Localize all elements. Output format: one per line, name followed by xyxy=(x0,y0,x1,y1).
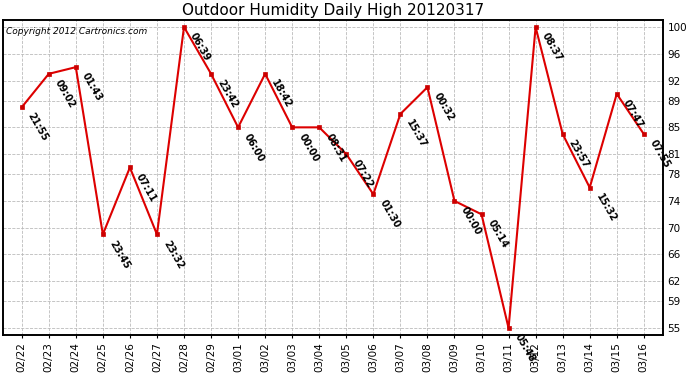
Text: 08:31: 08:31 xyxy=(324,132,348,164)
Text: 21:55: 21:55 xyxy=(26,111,50,143)
Text: 06:00: 06:00 xyxy=(242,132,266,164)
Title: Outdoor Humidity Daily High 20120317: Outdoor Humidity Daily High 20120317 xyxy=(181,3,484,18)
Text: 23:57: 23:57 xyxy=(566,138,591,170)
Text: 23:45: 23:45 xyxy=(107,238,131,270)
Text: 07:47: 07:47 xyxy=(621,98,645,130)
Text: 00:32: 00:32 xyxy=(431,92,456,123)
Text: 01:30: 01:30 xyxy=(377,198,402,230)
Text: 15:37: 15:37 xyxy=(404,118,428,150)
Text: Copyright 2012 Cartronics.com: Copyright 2012 Cartronics.com xyxy=(6,27,148,36)
Text: 05:48: 05:48 xyxy=(513,332,537,364)
Text: 07:22: 07:22 xyxy=(351,158,375,190)
Text: 05:14: 05:14 xyxy=(486,219,510,251)
Text: 00:00: 00:00 xyxy=(296,132,321,164)
Text: 06:39: 06:39 xyxy=(188,31,213,63)
Text: 01:43: 01:43 xyxy=(80,71,104,103)
Text: 08:37: 08:37 xyxy=(540,31,564,63)
Text: 07:11: 07:11 xyxy=(134,172,158,204)
Text: 07:55: 07:55 xyxy=(648,138,672,170)
Text: 00:00: 00:00 xyxy=(459,205,483,237)
Text: 15:32: 15:32 xyxy=(594,192,618,224)
Text: 09:02: 09:02 xyxy=(53,78,77,110)
Text: 18:42: 18:42 xyxy=(269,78,293,110)
Text: 23:32: 23:32 xyxy=(161,238,186,270)
Text: 23:42: 23:42 xyxy=(215,78,239,110)
